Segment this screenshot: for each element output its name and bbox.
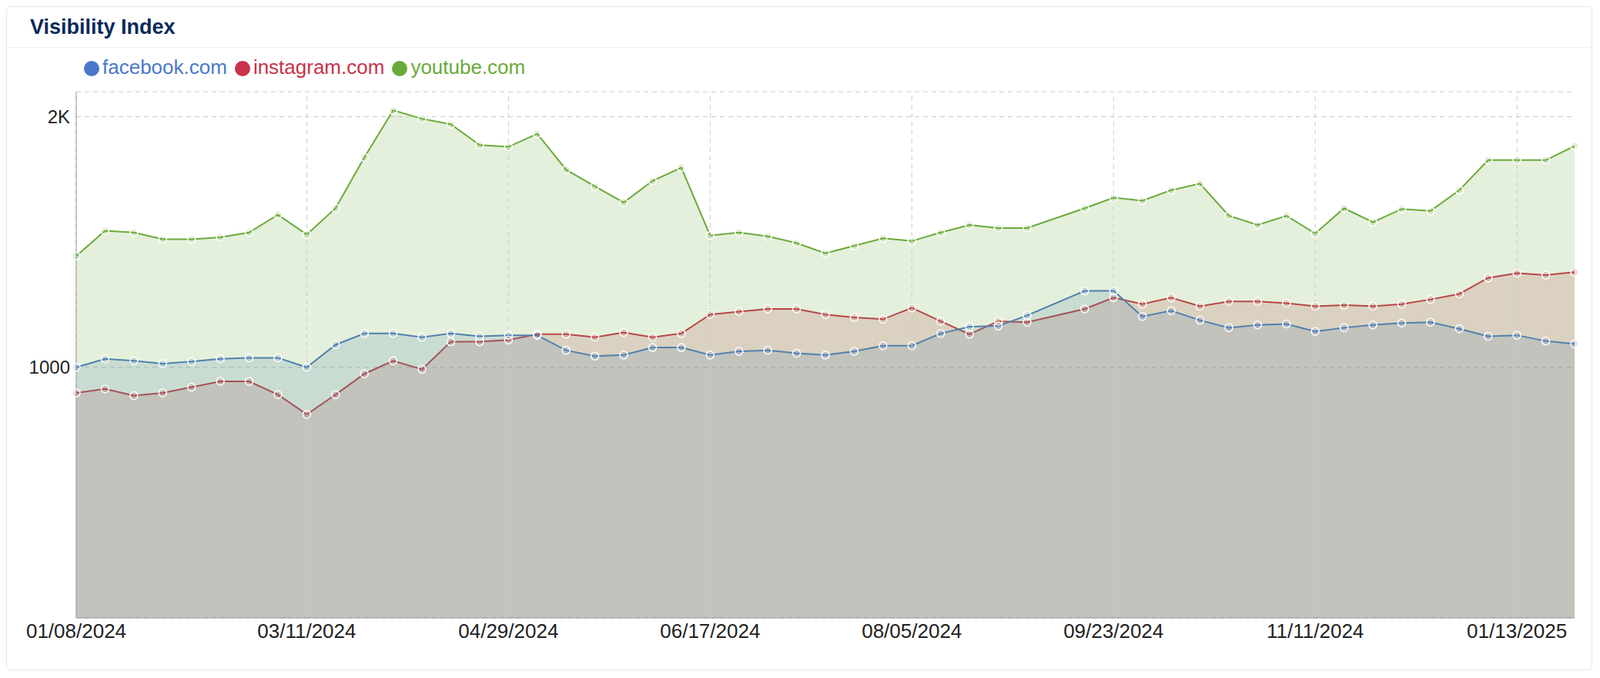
svg-text:1000: 1000	[29, 356, 71, 378]
svg-text:11/11/2024: 11/11/2024	[1266, 619, 1364, 643]
svg-text:01/08/2024: 01/08/2024	[26, 619, 127, 643]
svg-text:01/13/2025: 01/13/2025	[1466, 619, 1567, 643]
svg-text:03/11/2024: 03/11/2024	[257, 619, 356, 643]
html-text:youtube.com: youtube.com	[410, 55, 526, 79]
html-text:facebook.com: facebook.com	[102, 55, 228, 79]
html-text:Visibility Index: Visibility Index	[30, 15, 176, 39]
svg-text:04/29/2024: 04/29/2024	[458, 619, 559, 643]
svg-text:09/23/2024: 09/23/2024	[1063, 619, 1164, 643]
svg-text:2K: 2K	[47, 106, 71, 128]
svg-text:08/05/2024: 08/05/2024	[861, 619, 962, 643]
html-text:instagram.com: instagram.com	[253, 55, 385, 79]
svg-text:06/17/2024: 06/17/2024	[659, 619, 760, 643]
